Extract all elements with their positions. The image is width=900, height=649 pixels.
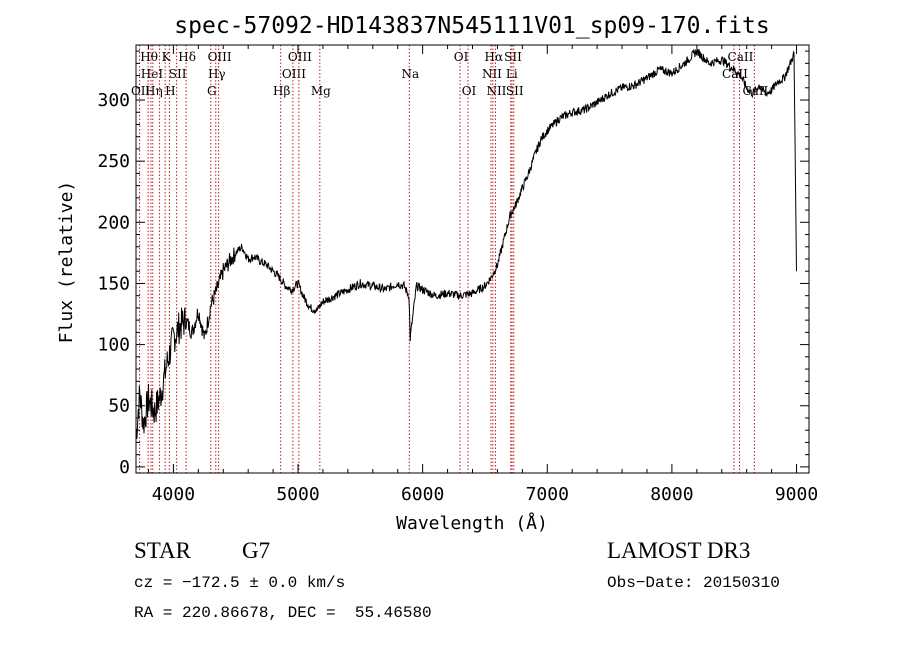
line-label: Hη (145, 84, 163, 98)
y-tick-label: 200 (97, 212, 130, 233)
x-tick-label: 4000 (152, 484, 195, 505)
line-label: Hγ (208, 67, 226, 81)
line-label: OIII (282, 67, 306, 81)
observation-date: Obs−Date: 20150310 (607, 574, 780, 592)
line-label: OIII (208, 50, 232, 64)
line-label: Hβ (273, 84, 290, 98)
line-label: Na (401, 67, 419, 81)
x-axis-ticks: 4000 5000 6000 7000 8000 9000 (147, 45, 818, 505)
x-tick-label: 9000 (775, 484, 818, 505)
spectral-subclass: G7 (242, 538, 271, 563)
coordinates: RA = 220.86678, DEC = 55.46580 (134, 604, 432, 622)
line-label: SII (506, 84, 524, 98)
line-label: SII (169, 67, 187, 81)
line-label: Hθ (140, 50, 158, 64)
y-tick-label: 250 (97, 151, 130, 172)
spectral-line-markers: OIIHθHeIHηKHSIIHδGHγOIIIHβOIIIOIIIMgNaOI… (131, 45, 769, 473)
line-label: Hα (485, 50, 504, 64)
x-tick-label: 5000 (276, 484, 319, 505)
object-class: STAR (134, 538, 191, 563)
x-axis-label: Wavelength (Å) (396, 512, 548, 534)
line-label: Mg (311, 84, 331, 98)
spectrum-series (135, 48, 797, 439)
redshift-value: cz = −172.5 ± 0.0 km/s (134, 574, 346, 592)
survey-name: LAMOST DR3 (607, 538, 751, 563)
line-label: CaII (722, 67, 748, 81)
line-label: SII (504, 50, 522, 64)
line-label: OIII (288, 50, 312, 64)
line-label: HeI (141, 67, 164, 81)
spectrum-line (135, 48, 797, 439)
line-label: Hδ (178, 50, 196, 64)
line-label: G (207, 84, 217, 98)
line-label: NII (486, 84, 506, 98)
x-tick-label: 7000 (526, 484, 569, 505)
line-label: OI (462, 84, 477, 98)
y-tick-label: 150 (97, 273, 130, 294)
y-tick-label: 300 (97, 90, 130, 111)
chart-title: spec-57092-HD143837N545111V01_sp09-170.f… (174, 13, 769, 39)
plot-frame (135, 44, 810, 474)
line-label: H (165, 84, 175, 98)
line-label: K (162, 50, 172, 64)
line-label: OI (454, 50, 469, 64)
y-axis-label: Flux (relative) (56, 181, 77, 344)
x-tick-label: 8000 (650, 484, 693, 505)
x-tick-label: 6000 (401, 484, 444, 505)
line-label: CaII (742, 84, 768, 98)
y-tick-label: 50 (108, 396, 130, 417)
line-label: NII (482, 67, 502, 81)
line-label: CaII (728, 50, 754, 64)
y-axis-ticks: 0 50 100 150 200 250 300 (97, 50, 809, 478)
y-tick-label: 100 (97, 335, 130, 356)
y-tick-label: 0 (119, 457, 130, 478)
